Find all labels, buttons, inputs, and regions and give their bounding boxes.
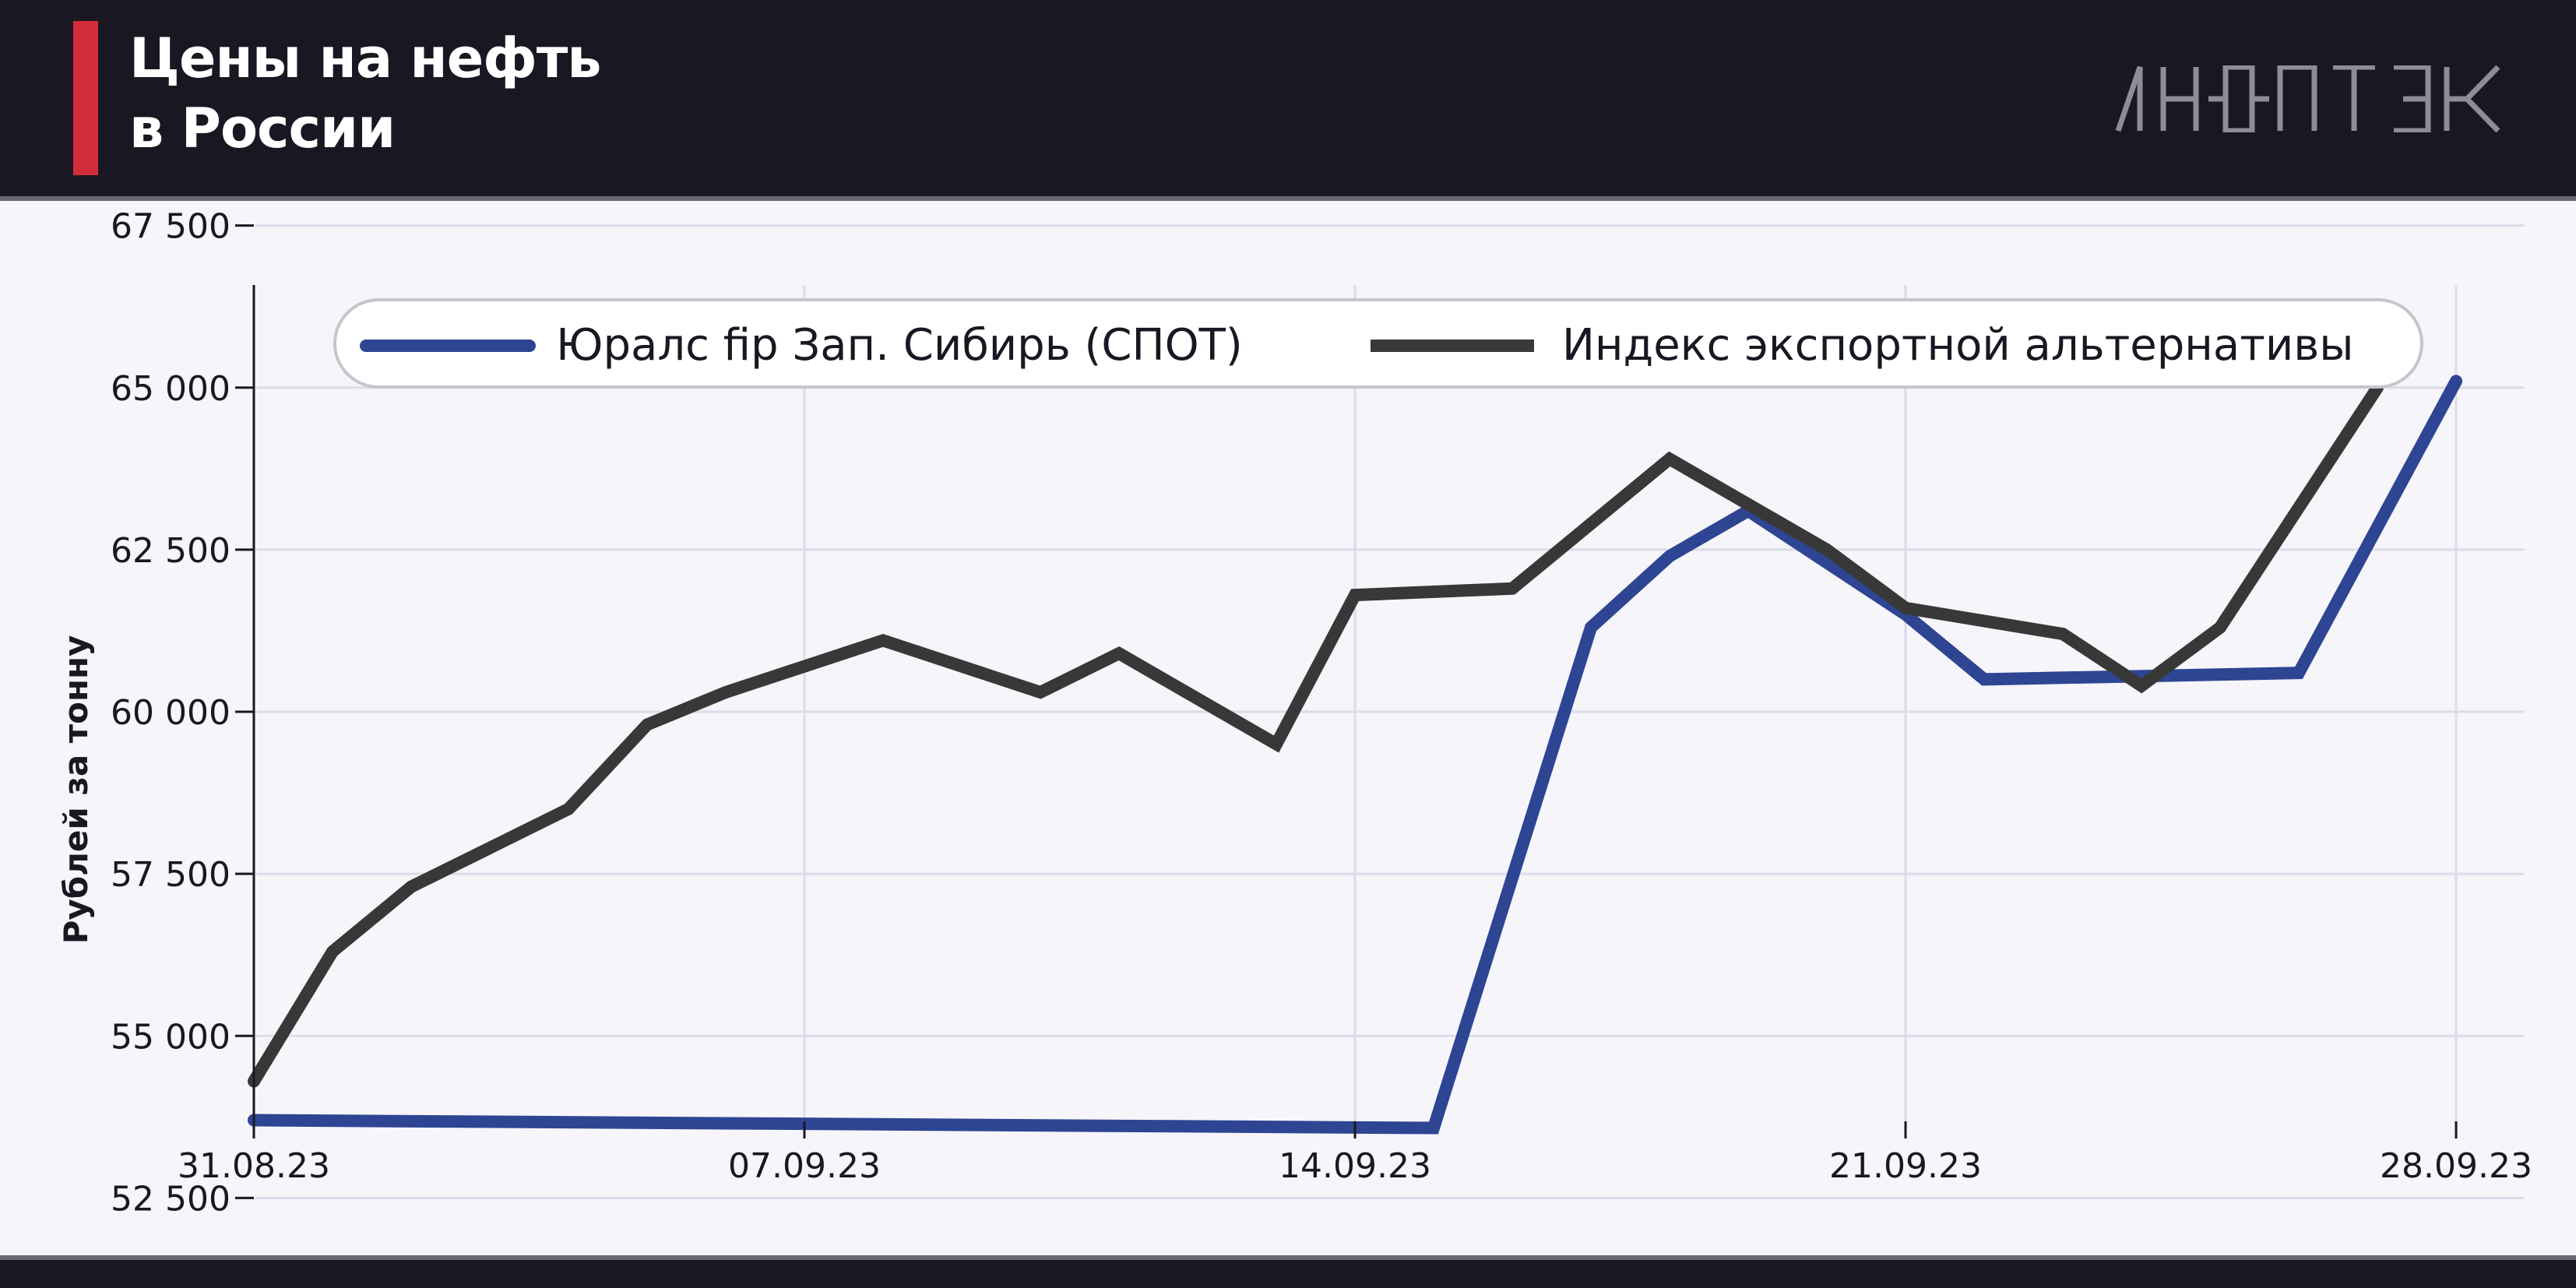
y-tick-label: 62 500 (111, 531, 231, 571)
series-lines (248, 375, 2462, 1135)
y-tick-label: 57 500 (111, 855, 231, 895)
footer-divider (0, 1255, 2576, 1260)
header-bar (0, 0, 2576, 196)
title-line-1: Цены на нефть (129, 26, 602, 90)
y-tick-label: 52 500 (111, 1179, 231, 1219)
legend-label-index: Индекс экспортной альтернативы (1562, 320, 2353, 371)
x-tick-label: 31.08.23 (178, 1146, 330, 1186)
y-axis-label: Рублей за тонну (57, 635, 95, 945)
series-line-1 (248, 381, 2384, 1088)
y-tick-label: 67 500 (111, 207, 231, 247)
axes: 52 500 55 000 57 500 60 000 62 500 65 000 67 5… (111, 207, 2532, 1219)
legend-label-urals: Юралс fip Зап. Сибирь (СПОТ) (556, 320, 1243, 371)
logo-infotek (2115, 65, 2500, 132)
header-accent-bar (73, 21, 98, 175)
header-divider (0, 196, 2576, 201)
legend: Юралс fip Зап. Сибирь (СПОТ) Индекс эксп… (333, 298, 2423, 389)
footer-bar (0, 1260, 2576, 1288)
x-tick-label: 14.09.23 (1279, 1146, 1431, 1186)
title-line-2: в России (129, 97, 396, 160)
x-tick-label: 07.09.23 (728, 1146, 881, 1186)
x-tick-label: 28.09.23 (2380, 1146, 2532, 1186)
y-tick-label: 55 000 (111, 1017, 231, 1057)
y-tick-label: 60 000 (111, 693, 231, 733)
page-title: Цены на нефть в России (129, 23, 602, 164)
y-tick-label: 65 000 (111, 369, 231, 409)
x-tick-label: 21.09.23 (1829, 1146, 1982, 1186)
